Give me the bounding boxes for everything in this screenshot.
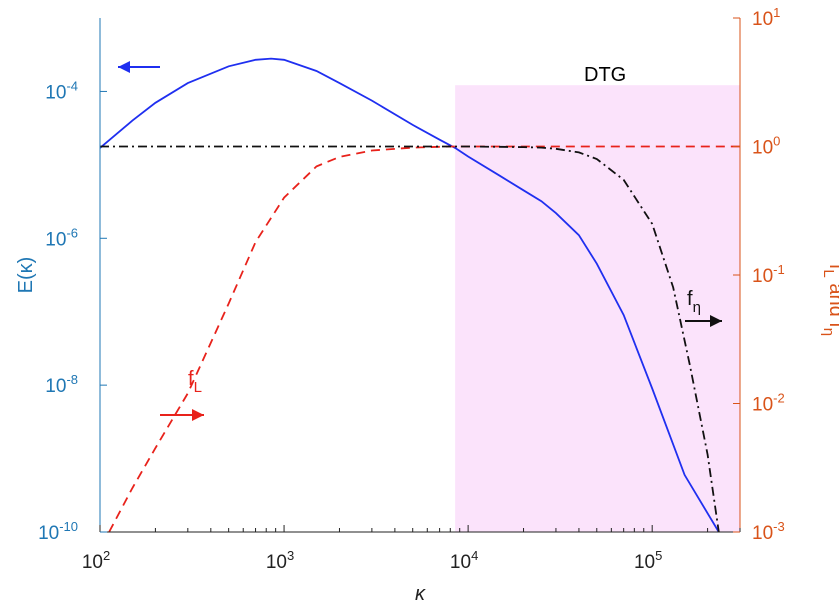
y-right-axis-label: fL and fη bbox=[820, 264, 839, 336]
dtg-label: DTG bbox=[584, 64, 626, 86]
x-tick-label: 102 bbox=[82, 548, 110, 573]
y-right-tick-label: 10-2 bbox=[752, 391, 785, 416]
x-axis-label: κ bbox=[415, 583, 426, 605]
x-tick-label: 103 bbox=[266, 548, 294, 573]
y-left-tick-label: 10-8 bbox=[45, 372, 78, 397]
x-tick-label: 105 bbox=[634, 548, 662, 573]
y-right-tick-label: 10-1 bbox=[752, 262, 785, 287]
series-f-L bbox=[108, 145, 740, 533]
series-f-eta bbox=[100, 145, 720, 533]
series-layer bbox=[99, 57, 740, 533]
y-left-tick-label: 10-6 bbox=[45, 225, 78, 250]
e-direction-arrow bbox=[118, 61, 160, 73]
feta-direction-arrow bbox=[685, 315, 722, 327]
y-right-tick-label: 101 bbox=[752, 5, 780, 30]
fl-label: fL bbox=[188, 368, 202, 396]
fl-direction-arrow bbox=[160, 409, 204, 421]
y-left-tick-label: 10-4 bbox=[45, 78, 78, 103]
x-tick-label: 104 bbox=[450, 548, 478, 573]
feta-label: fη bbox=[687, 288, 701, 316]
series-E bbox=[99, 57, 720, 533]
y-right-tick-label: 10-3 bbox=[752, 519, 785, 544]
y-left-tick-label: 10-10 bbox=[38, 519, 78, 544]
ticks-layer: 102 103 104 105 10-10 10-8 10-6 10-4 10-3 10-2 10-… bbox=[38, 5, 785, 573]
y-left-axis-label: E(κ) bbox=[15, 257, 37, 294]
y-right-tick-label: 100 bbox=[752, 134, 780, 159]
annotations: fL fη bbox=[118, 61, 722, 421]
